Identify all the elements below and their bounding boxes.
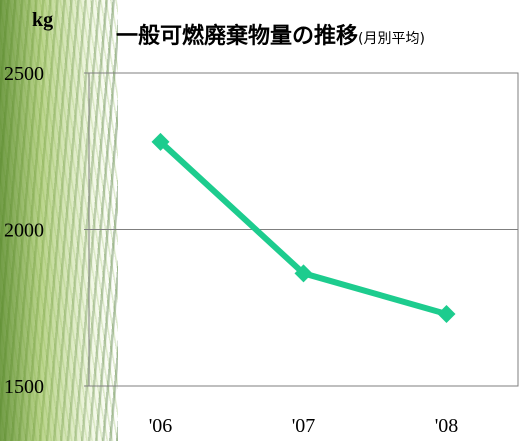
x-tick-label: '06	[149, 415, 173, 437]
series-layer	[152, 133, 456, 323]
chart-subtitle: (月別平均)	[358, 31, 425, 47]
y-tick-label: 2000	[4, 220, 44, 242]
y-tick-label: 2500	[4, 63, 44, 85]
data-point-08	[438, 305, 456, 323]
x-axis-ticks: '06 '07 '08	[149, 415, 459, 437]
y-tick-label: 1500	[4, 376, 44, 398]
x-tick-label: '08	[435, 415, 459, 437]
x-tick-label: '07	[292, 415, 316, 437]
gridlines	[84, 73, 518, 386]
y-axis-unit-label: kg	[32, 9, 53, 31]
y-axis-ticks: 1500 2000 2500	[4, 63, 44, 398]
svg-text:一般可燃廃棄物量の推移(月別平均): 一般可燃廃棄物量の推移(月別平均)	[116, 23, 425, 49]
series-line	[161, 142, 447, 314]
chart-title: 一般可燃廃棄物量の推移	[116, 23, 358, 49]
